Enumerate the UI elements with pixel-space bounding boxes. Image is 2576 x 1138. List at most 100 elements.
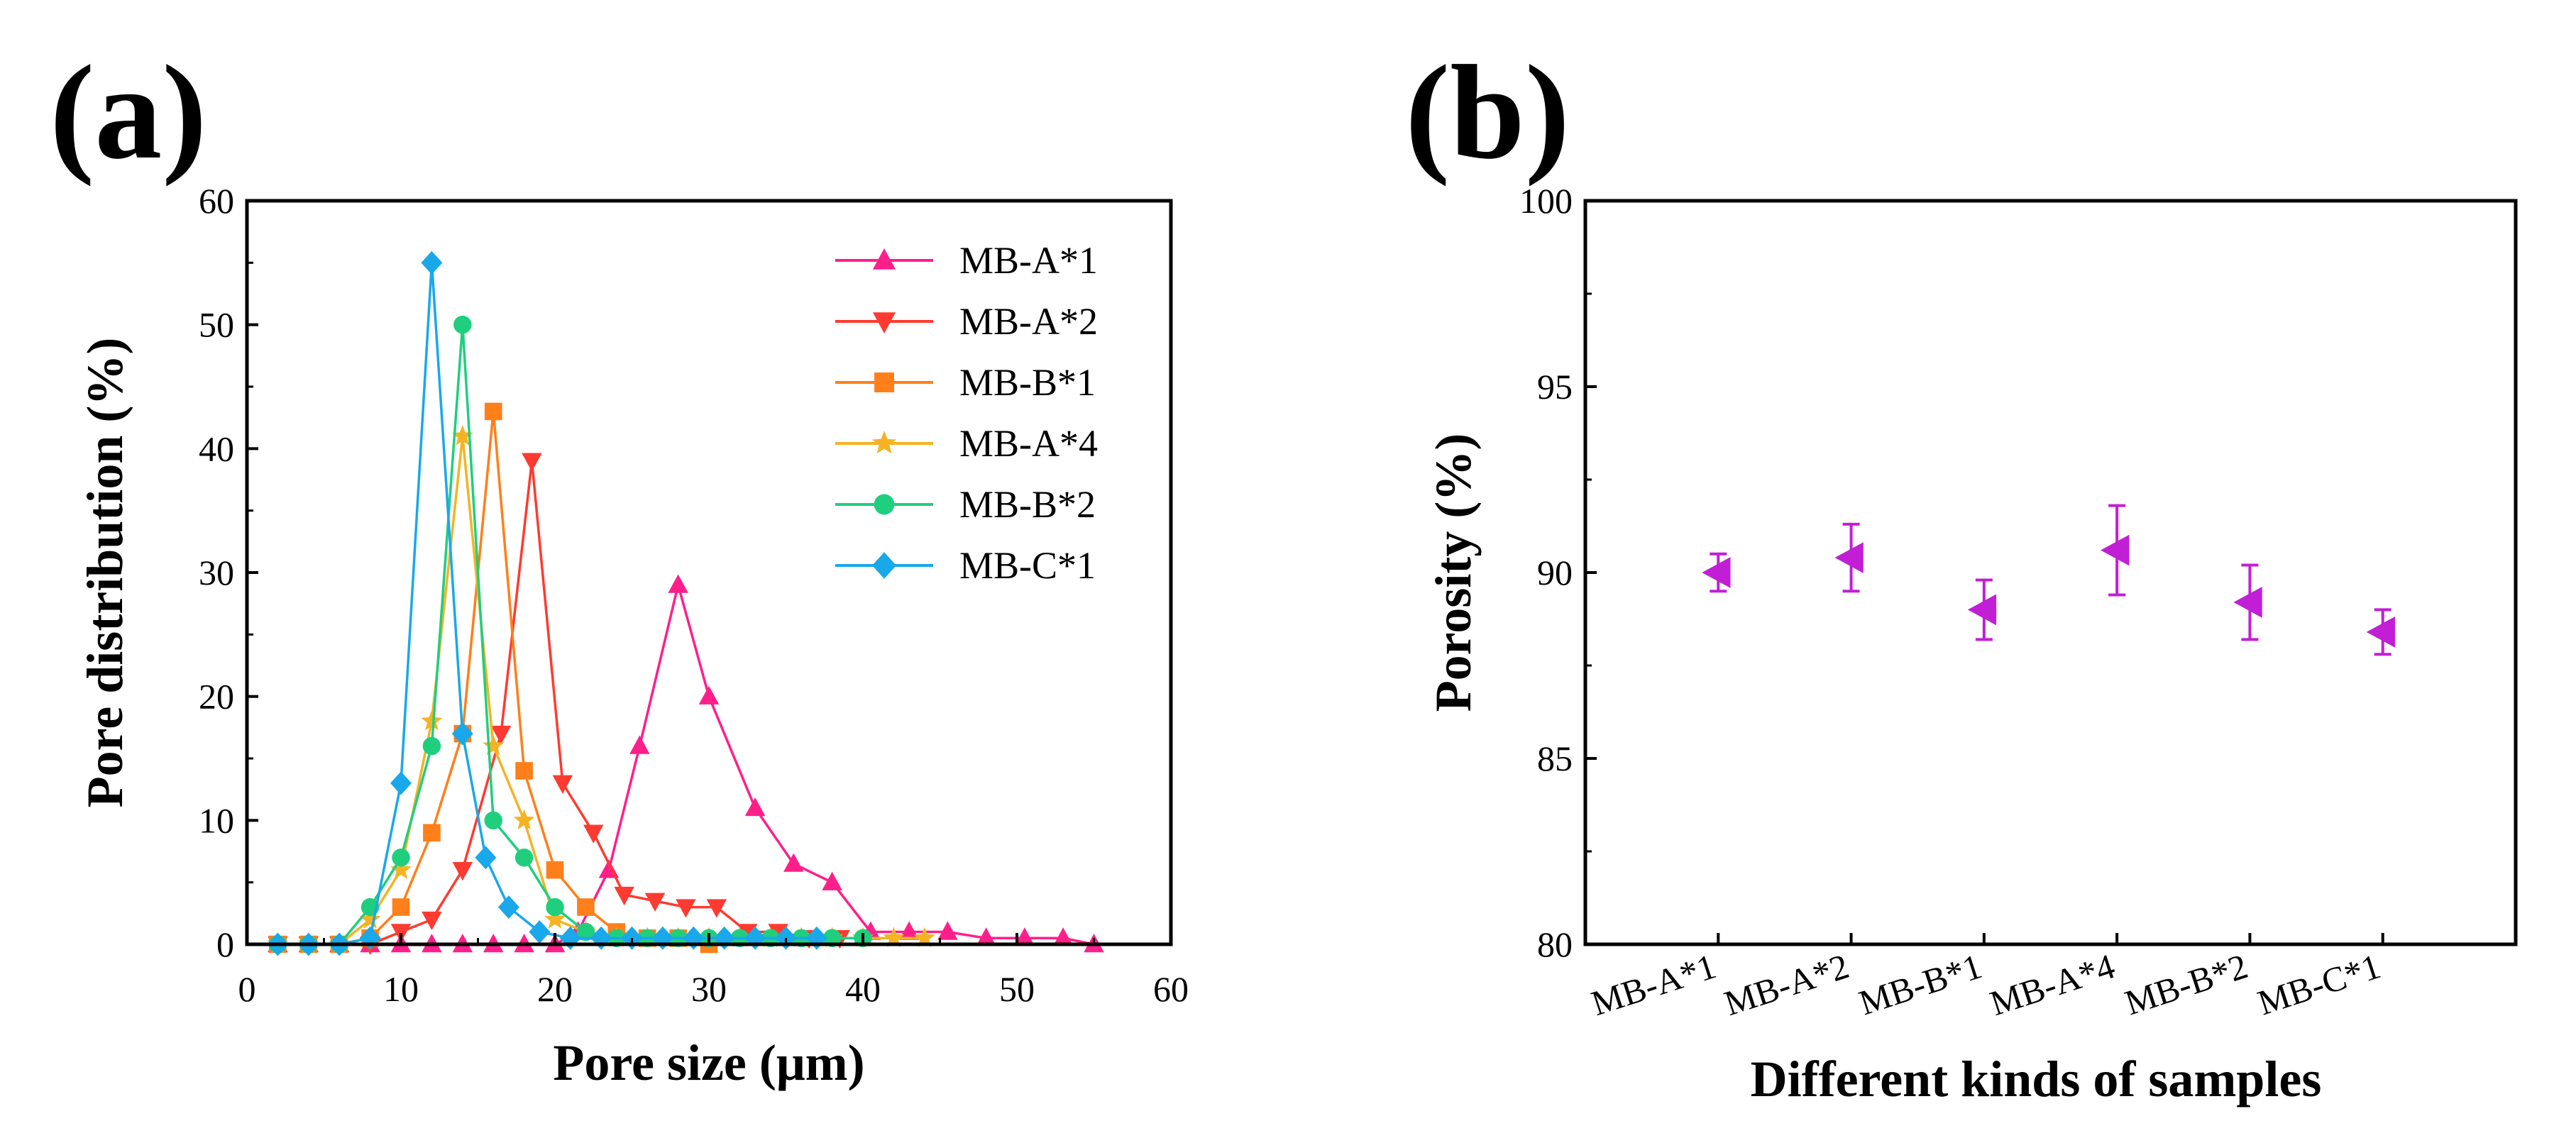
series-line-MB-B*2	[277, 324, 863, 946]
data-point-MB-A*4	[913, 927, 935, 947]
series-MB-B*1	[269, 402, 718, 954]
data-point-MB-B*1	[515, 762, 533, 780]
data-point-MB-B*2	[392, 848, 410, 867]
data-point-MB-B*1	[392, 898, 410, 916]
data-point-MB-C*1	[451, 722, 473, 746]
chart-a-pore-distribution: 0 10 20 30 40 50 60 0 10 20 30 40 50 60 Pore size (μm…	[77, 181, 1189, 1091]
point-MB-A*2	[1834, 522, 1864, 593]
legend-item-MB-B*1: MB-B*1	[835, 361, 1096, 404]
data-point-MB-A*2	[452, 861, 473, 881]
chart-b-ylabel: Porosity (%)	[1425, 433, 1482, 712]
panel-b-label: (b)	[1405, 38, 1570, 187]
data-point-MB-A*4	[483, 734, 505, 756]
legend-label: MB-B*1	[959, 361, 1096, 404]
data-point-MB-A*2	[552, 775, 573, 794]
data-point-MB-A*4	[513, 809, 535, 830]
series-line-MB-A*4	[277, 436, 925, 946]
chart-b-frame	[1583, 199, 2518, 946]
y-tick-label: 30	[199, 553, 234, 592]
data-point-MB-A*1	[822, 871, 842, 890]
y-tick-label: 40	[199, 429, 234, 468]
data-point-MB-C*1	[390, 771, 412, 795]
data-point-MB-A*4	[421, 709, 443, 731]
data-point-MB-A*2	[768, 924, 788, 943]
data-point	[2233, 587, 2262, 618]
data-point	[2101, 534, 2130, 566]
data-point-MB-B*1	[423, 824, 441, 842]
legend-item-MB-C*1: MB-C*1	[835, 544, 1096, 587]
y-tick-label: 60	[199, 181, 234, 221]
series-line-MB-B*1	[277, 411, 710, 946]
y-tick-label: 95	[1537, 367, 1573, 407]
data-point-MB-A*1	[698, 685, 720, 705]
x-tick-label: 10	[383, 969, 419, 1009]
y-tick-label: 100	[1519, 181, 1573, 221]
data-point-MB-B*2	[546, 897, 564, 917]
y-tick-label: 85	[1537, 739, 1573, 778]
data-point-MB-B*2	[576, 922, 595, 941]
series-MB-C*1	[267, 250, 827, 956]
data-point	[1967, 594, 1997, 626]
point-MB-A*1	[1702, 552, 1731, 593]
series-line-MB-A*1	[277, 585, 1094, 946]
data-point	[2366, 616, 2395, 648]
legend-item-MB-A*2: MB-A*2	[835, 300, 1098, 343]
chart-a-frame	[245, 199, 1173, 946]
data-point-MB-A*1	[629, 735, 650, 754]
legend-marker	[872, 431, 896, 454]
data-point-MB-A*1	[976, 927, 996, 946]
x-tick-label: MB-A*2	[1719, 946, 1854, 1023]
data-point-MB-A*2	[676, 899, 696, 918]
point-MB-B*2	[2233, 563, 2262, 641]
chart-a-xlabel: Pore size (μm)	[553, 1034, 864, 1091]
legend-marker	[872, 248, 896, 270]
data-point	[1702, 557, 1731, 588]
y-tick-label: 0	[216, 924, 234, 964]
data-point	[1834, 542, 1864, 573]
data-point-MB-A*4	[359, 908, 381, 929]
data-point-MB-A*1	[744, 797, 766, 817]
chart-a-axes: 0 10 20 30 40 50 60 0 10 20 30 40 50 60	[199, 181, 1189, 1009]
data-point-MB-A*1	[1052, 927, 1074, 946]
chart-b-porosity: 80 85 90 95 100 MB-A*1MB-A*2 MB-B*1MB-A*4 MB-B*…	[1425, 181, 2518, 1107]
data-point-MB-A*2	[490, 725, 512, 745]
data-point-MB-B*2	[484, 811, 502, 830]
data-point-MB-A*2	[706, 899, 727, 918]
data-point-MB-A*4	[451, 425, 473, 446]
data-point-MB-A*4	[544, 908, 566, 929]
legend-item-MB-A*1: MB-A*1	[835, 239, 1098, 282]
x-tick-label: MB-C*1	[2253, 946, 2385, 1022]
y-tick-label: 80	[1537, 924, 1573, 964]
legend-item-MB-A*4: MB-A*4	[835, 422, 1098, 465]
data-point-MB-A*4	[883, 927, 905, 947]
point-MB-A*4	[2101, 504, 2130, 597]
series-MB-A*1	[268, 574, 1104, 953]
chart-a-ylabel: Pore distribution (%)	[77, 338, 133, 808]
data-point-MB-A*1	[668, 574, 688, 593]
x-tick-label: 30	[691, 969, 727, 1009]
data-point-MB-A*2	[737, 924, 758, 943]
data-point-MB-A*1	[783, 853, 804, 872]
data-point-MB-C*1	[529, 920, 551, 944]
x-tick-label: 40	[845, 969, 881, 1009]
data-point-MB-A*1	[1014, 927, 1035, 946]
x-tick-label: MB-B*2	[2120, 946, 2252, 1022]
series-MB-A*2	[268, 453, 850, 955]
y-tick-label: 50	[199, 305, 234, 345]
point-MB-B*1	[1967, 578, 1997, 641]
x-tick-label: MB-B*1	[1854, 946, 1986, 1022]
y-tick-label: 90	[1537, 553, 1573, 592]
legend-marker	[874, 494, 895, 515]
y-tick-label: 10	[199, 800, 234, 840]
legend-item-MB-B*2: MB-B*2	[835, 483, 1096, 526]
data-point-MB-B*1	[484, 402, 502, 421]
data-point-MB-A*2	[422, 911, 442, 931]
x-tick-label: 60	[1153, 969, 1189, 1009]
legend-label: MB-A*1	[959, 239, 1098, 282]
data-point-MB-A*1	[898, 921, 920, 940]
data-point-MB-A*2	[522, 453, 542, 472]
panel-a-label: (a)	[50, 38, 207, 187]
chart-a-legend: MB-A*1 MB-A*2 MB-B*1 MB-A*4 MB-B*2 MB-C*1	[835, 239, 1098, 587]
data-point-MB-A*2	[614, 886, 634, 906]
